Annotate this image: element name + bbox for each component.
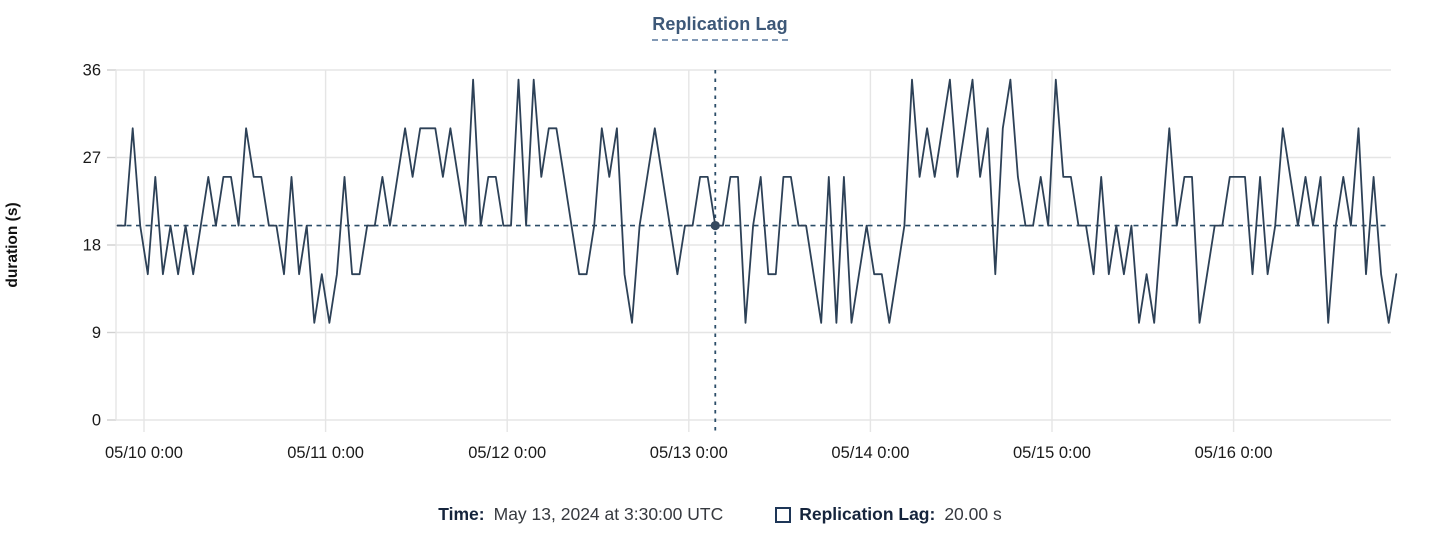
chart-title-row: Replication Lag <box>0 14 1440 41</box>
y-tick-label: 27 <box>83 149 101 167</box>
replication-lag-series[interactable] <box>116 78 1398 324</box>
x-tick-label: 05/10 0:00 <box>105 444 183 462</box>
y-axis-label: duration (s) <box>4 202 21 288</box>
hover-series-group[interactable]: Replication Lag: 20.00 s <box>775 504 1002 525</box>
hover-time-group: Time: May 13, 2024 at 3:30:00 UTC <box>438 504 723 525</box>
series-swatch-icon[interactable] <box>775 506 792 523</box>
y-tick-label: 18 <box>83 237 101 255</box>
hover-readout: Time: May 13, 2024 at 3:30:00 UTC Replic… <box>0 504 1440 525</box>
y-tick-label: 0 <box>92 412 101 430</box>
x-tick-label: 05/13 0:00 <box>650 444 728 462</box>
hover-time-label: Time: <box>438 504 485 524</box>
replication-lag-chart[interactable]: 0 9 18 27 36 05/10 0:00 05/11 0:00 05/12 0:00 05… <box>0 0 1440 492</box>
y-tick-label: 9 <box>92 324 101 342</box>
x-tick-label: 05/12 0:00 <box>468 444 546 462</box>
x-tick-label: 05/11 0:00 <box>287 444 364 462</box>
y-tick-label: 36 <box>83 62 101 80</box>
hover-series-value: 20.00 s <box>944 504 1002 524</box>
chart-title[interactable]: Replication Lag <box>652 14 788 41</box>
hover-time-value: May 13, 2024 at 3:30:00 UTC <box>493 504 724 524</box>
x-tick-label: 05/14 0:00 <box>831 444 909 462</box>
x-tick-label: 05/15 0:00 <box>1013 444 1091 462</box>
hovered-point-dot <box>710 220 720 231</box>
x-tick-label: 05/16 0:00 <box>1195 444 1273 462</box>
hover-series-label: Replication Lag: <box>799 504 936 524</box>
